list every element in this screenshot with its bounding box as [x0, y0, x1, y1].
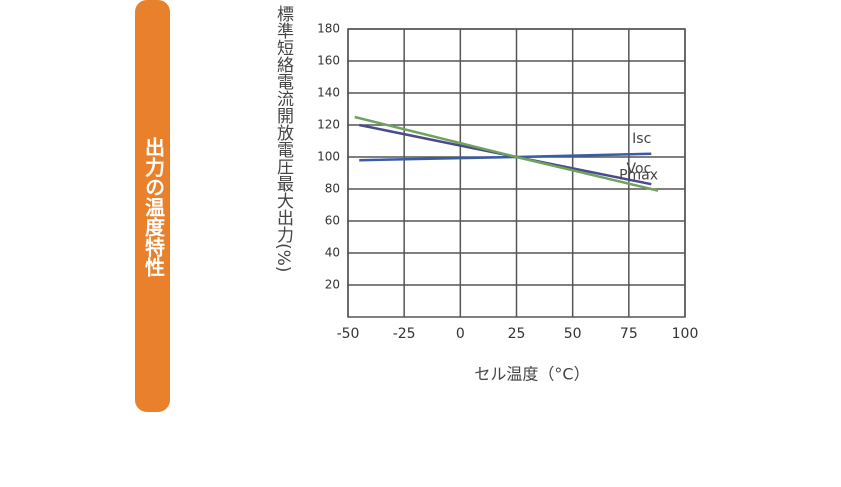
y-tick-label: 140: [317, 86, 340, 100]
y-tick-label: 60: [325, 214, 340, 228]
x-tick-label: -50: [337, 326, 360, 342]
x-tick-label: 25: [508, 326, 526, 342]
y-tick-label: 40: [325, 246, 340, 260]
series-line: [354, 115, 659, 192]
y-tick-label: 160: [317, 54, 340, 68]
x-tick-label: 75: [620, 326, 638, 342]
x-tick-label: 100: [672, 326, 699, 342]
side-tab: [135, 0, 170, 412]
series-label: Pmax: [619, 168, 658, 184]
x-tick-label: 50: [564, 326, 582, 342]
series-label: Voc: [627, 161, 652, 177]
y-tick-label: 20: [325, 278, 340, 292]
y-axis-label: 標準短絡電流開放電圧最大出力(%): [273, 5, 294, 272]
y-tick-label: 180: [317, 22, 340, 36]
x-axis-label: セル温度（°C）: [474, 365, 589, 384]
x-tick-label: 0: [456, 326, 465, 342]
y-tick-label: 80: [325, 182, 340, 196]
y-tick-label: 120: [317, 118, 340, 132]
y-tick-label: 100: [317, 150, 340, 164]
side-label: 出力の温度特性: [142, 137, 166, 278]
x-tick-label: -25: [393, 326, 416, 342]
series-label: Isc: [632, 131, 651, 147]
